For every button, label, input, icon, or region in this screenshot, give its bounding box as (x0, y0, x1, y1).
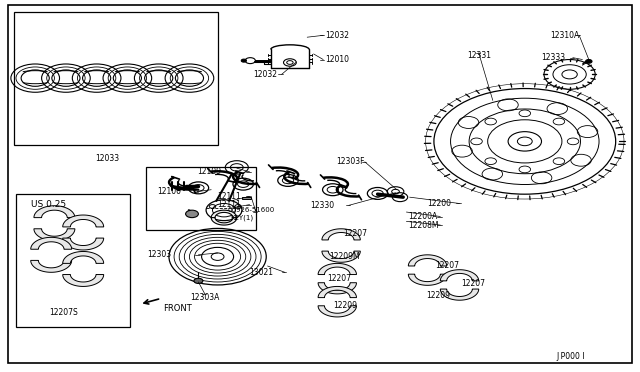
Text: 13021: 13021 (250, 268, 274, 277)
Circle shape (194, 278, 203, 283)
Bar (242, 197, 251, 199)
Text: 12209: 12209 (333, 301, 358, 310)
Text: 12111: 12111 (218, 200, 241, 209)
Polygon shape (211, 218, 237, 225)
Polygon shape (63, 251, 104, 263)
Polygon shape (318, 306, 356, 317)
Text: 12207: 12207 (461, 279, 485, 288)
Polygon shape (318, 286, 356, 298)
Text: 12207: 12207 (343, 229, 367, 238)
Text: 12208M: 12208M (408, 221, 439, 230)
Circle shape (186, 210, 198, 218)
Text: KEY(1): KEY(1) (230, 214, 253, 221)
Text: FRONT: FRONT (163, 304, 192, 313)
Polygon shape (318, 263, 356, 275)
Polygon shape (63, 275, 104, 286)
Text: 12209: 12209 (426, 291, 451, 300)
Polygon shape (31, 260, 72, 272)
Text: 12207: 12207 (435, 262, 460, 270)
Text: 12330: 12330 (310, 201, 334, 210)
Polygon shape (34, 229, 75, 241)
Polygon shape (63, 238, 104, 250)
Polygon shape (322, 229, 360, 240)
Text: 12333: 12333 (541, 53, 565, 62)
Text: 12032: 12032 (253, 70, 277, 79)
Polygon shape (318, 283, 356, 294)
Text: 12331: 12331 (467, 51, 491, 60)
Text: 00926-51600: 00926-51600 (227, 207, 275, 213)
Text: 12200: 12200 (428, 199, 452, 208)
Circle shape (586, 60, 592, 63)
Text: 12207S: 12207S (50, 308, 78, 317)
Text: 12310A: 12310A (550, 31, 580, 40)
Text: 12200A: 12200A (408, 212, 438, 221)
Polygon shape (408, 274, 447, 285)
Polygon shape (440, 270, 479, 281)
Text: 12109: 12109 (197, 167, 221, 176)
Polygon shape (322, 251, 360, 262)
Bar (146, 167, 256, 230)
Text: 12111: 12111 (218, 192, 241, 201)
Polygon shape (211, 210, 237, 218)
Polygon shape (440, 289, 479, 300)
Text: 12010: 12010 (325, 55, 349, 64)
Polygon shape (34, 206, 75, 218)
Polygon shape (408, 255, 447, 266)
Text: 12207: 12207 (327, 274, 351, 283)
Polygon shape (63, 215, 104, 227)
Text: 12303F: 12303F (336, 157, 365, 166)
Text: 12100: 12100 (157, 187, 181, 196)
Text: 12033: 12033 (95, 154, 120, 163)
Text: 12209M: 12209M (329, 252, 360, 261)
Circle shape (241, 59, 246, 62)
Text: US 0.25: US 0.25 (31, 200, 66, 209)
Text: 12032: 12032 (325, 31, 349, 40)
Text: 12303A: 12303A (190, 293, 220, 302)
Bar (16, 194, 130, 327)
Text: 12303: 12303 (147, 250, 172, 259)
Polygon shape (31, 237, 72, 249)
Bar (14, 12, 218, 145)
Text: J P000 I: J P000 I (557, 352, 586, 361)
